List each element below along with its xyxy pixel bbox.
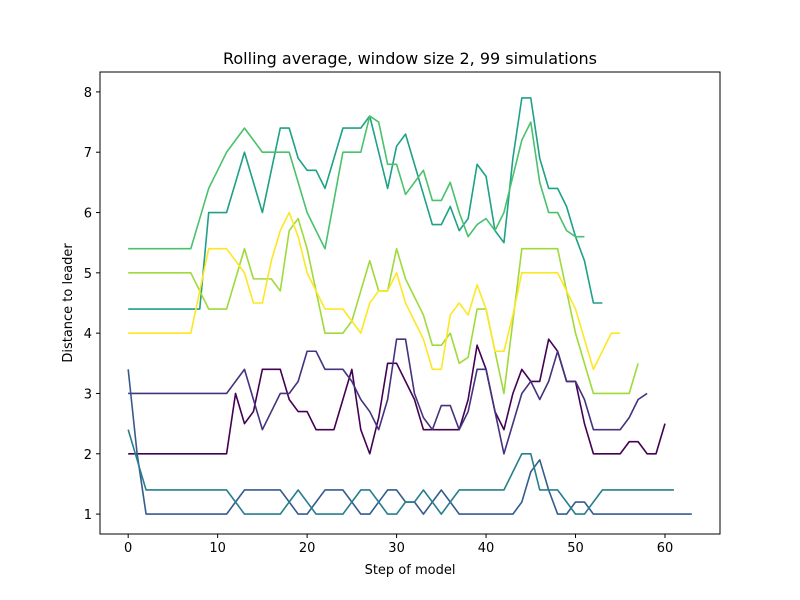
plot-frame bbox=[99, 71, 721, 535]
x-tick-label: 20 bbox=[299, 541, 316, 556]
chart-title: Rolling average, window size 2, 99 simul… bbox=[223, 49, 597, 68]
series-line-5 bbox=[128, 97, 603, 310]
y-tick-label: 6 bbox=[84, 207, 92, 222]
y-tick-label: 3 bbox=[84, 387, 92, 402]
series-line-6 bbox=[128, 115, 585, 250]
y-tick-label: 1 bbox=[84, 508, 92, 523]
series-layer bbox=[127, 97, 692, 515]
x-tick-label: 40 bbox=[478, 541, 495, 556]
y-axis-label: Distance to leader bbox=[61, 243, 76, 363]
series-line-2 bbox=[128, 338, 648, 455]
y-tick-label: 5 bbox=[84, 267, 92, 282]
x-tick-label: 60 bbox=[657, 541, 674, 556]
x-axis-label: Step of model bbox=[365, 563, 456, 578]
x-axis: 0 10 20 30 40 50 60 bbox=[124, 534, 673, 556]
y-tick-label: 7 bbox=[84, 146, 92, 161]
y-tick-label: 4 bbox=[84, 327, 92, 342]
y-axis: 1 2 3 4 5 6 7 8 bbox=[84, 86, 100, 523]
y-tick-label: 2 bbox=[84, 448, 92, 463]
y-tick-label: 8 bbox=[84, 86, 92, 101]
series-line-8 bbox=[128, 211, 621, 371]
x-tick-label: 10 bbox=[209, 541, 226, 556]
series-line-4 bbox=[127, 429, 674, 515]
x-tick-label: 50 bbox=[567, 541, 584, 556]
x-tick-label: 30 bbox=[388, 541, 405, 556]
x-tick-label: 0 bbox=[124, 541, 132, 556]
